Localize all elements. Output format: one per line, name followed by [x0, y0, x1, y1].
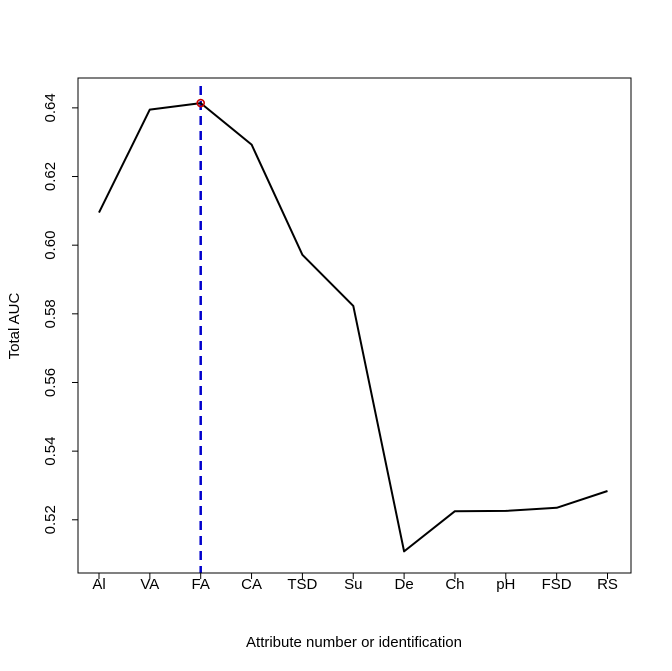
y-tick-label: 0.56 [42, 368, 59, 397]
x-tick-label-fsd: FSD [542, 576, 572, 593]
y-tick-label: 0.58 [42, 299, 59, 328]
x-tick-label-de: De [395, 576, 414, 593]
x-tick-label-va: VA [140, 576, 159, 593]
y-tick-label: 0.60 [42, 231, 59, 260]
x-tick-label-fa: FA [192, 576, 210, 593]
x-tick-label-rs: RS [597, 576, 618, 593]
x-tick-label-tsd: TSD [287, 576, 317, 593]
y-axis-label: Total AUC [6, 292, 23, 359]
y-tick-label: 0.52 [42, 505, 59, 534]
axes: Al VA FA CA TSD Su De Ch pH FSD RS 0.52 0.54 0.56 0.58… [42, 77, 632, 593]
x-axis-label: Attribute number or identification [246, 634, 462, 651]
x-tick-label-ph: pH [496, 576, 515, 593]
max-point-marker [196, 98, 205, 108]
plot-area [98, 86, 608, 573]
x-tick-label-ca: CA [241, 576, 262, 593]
plot-frame [77, 77, 632, 574]
y-tick-label: 0.64 [42, 93, 59, 122]
x-tick-label-al: Al [92, 576, 105, 593]
x-tick-label-ch: Ch [445, 576, 464, 593]
y-tick-label: 0.54 [42, 437, 59, 466]
x-tick-label-su: Su [344, 576, 362, 593]
auc-series-line [98, 102, 608, 553]
y-tick-label: 0.62 [42, 162, 59, 191]
